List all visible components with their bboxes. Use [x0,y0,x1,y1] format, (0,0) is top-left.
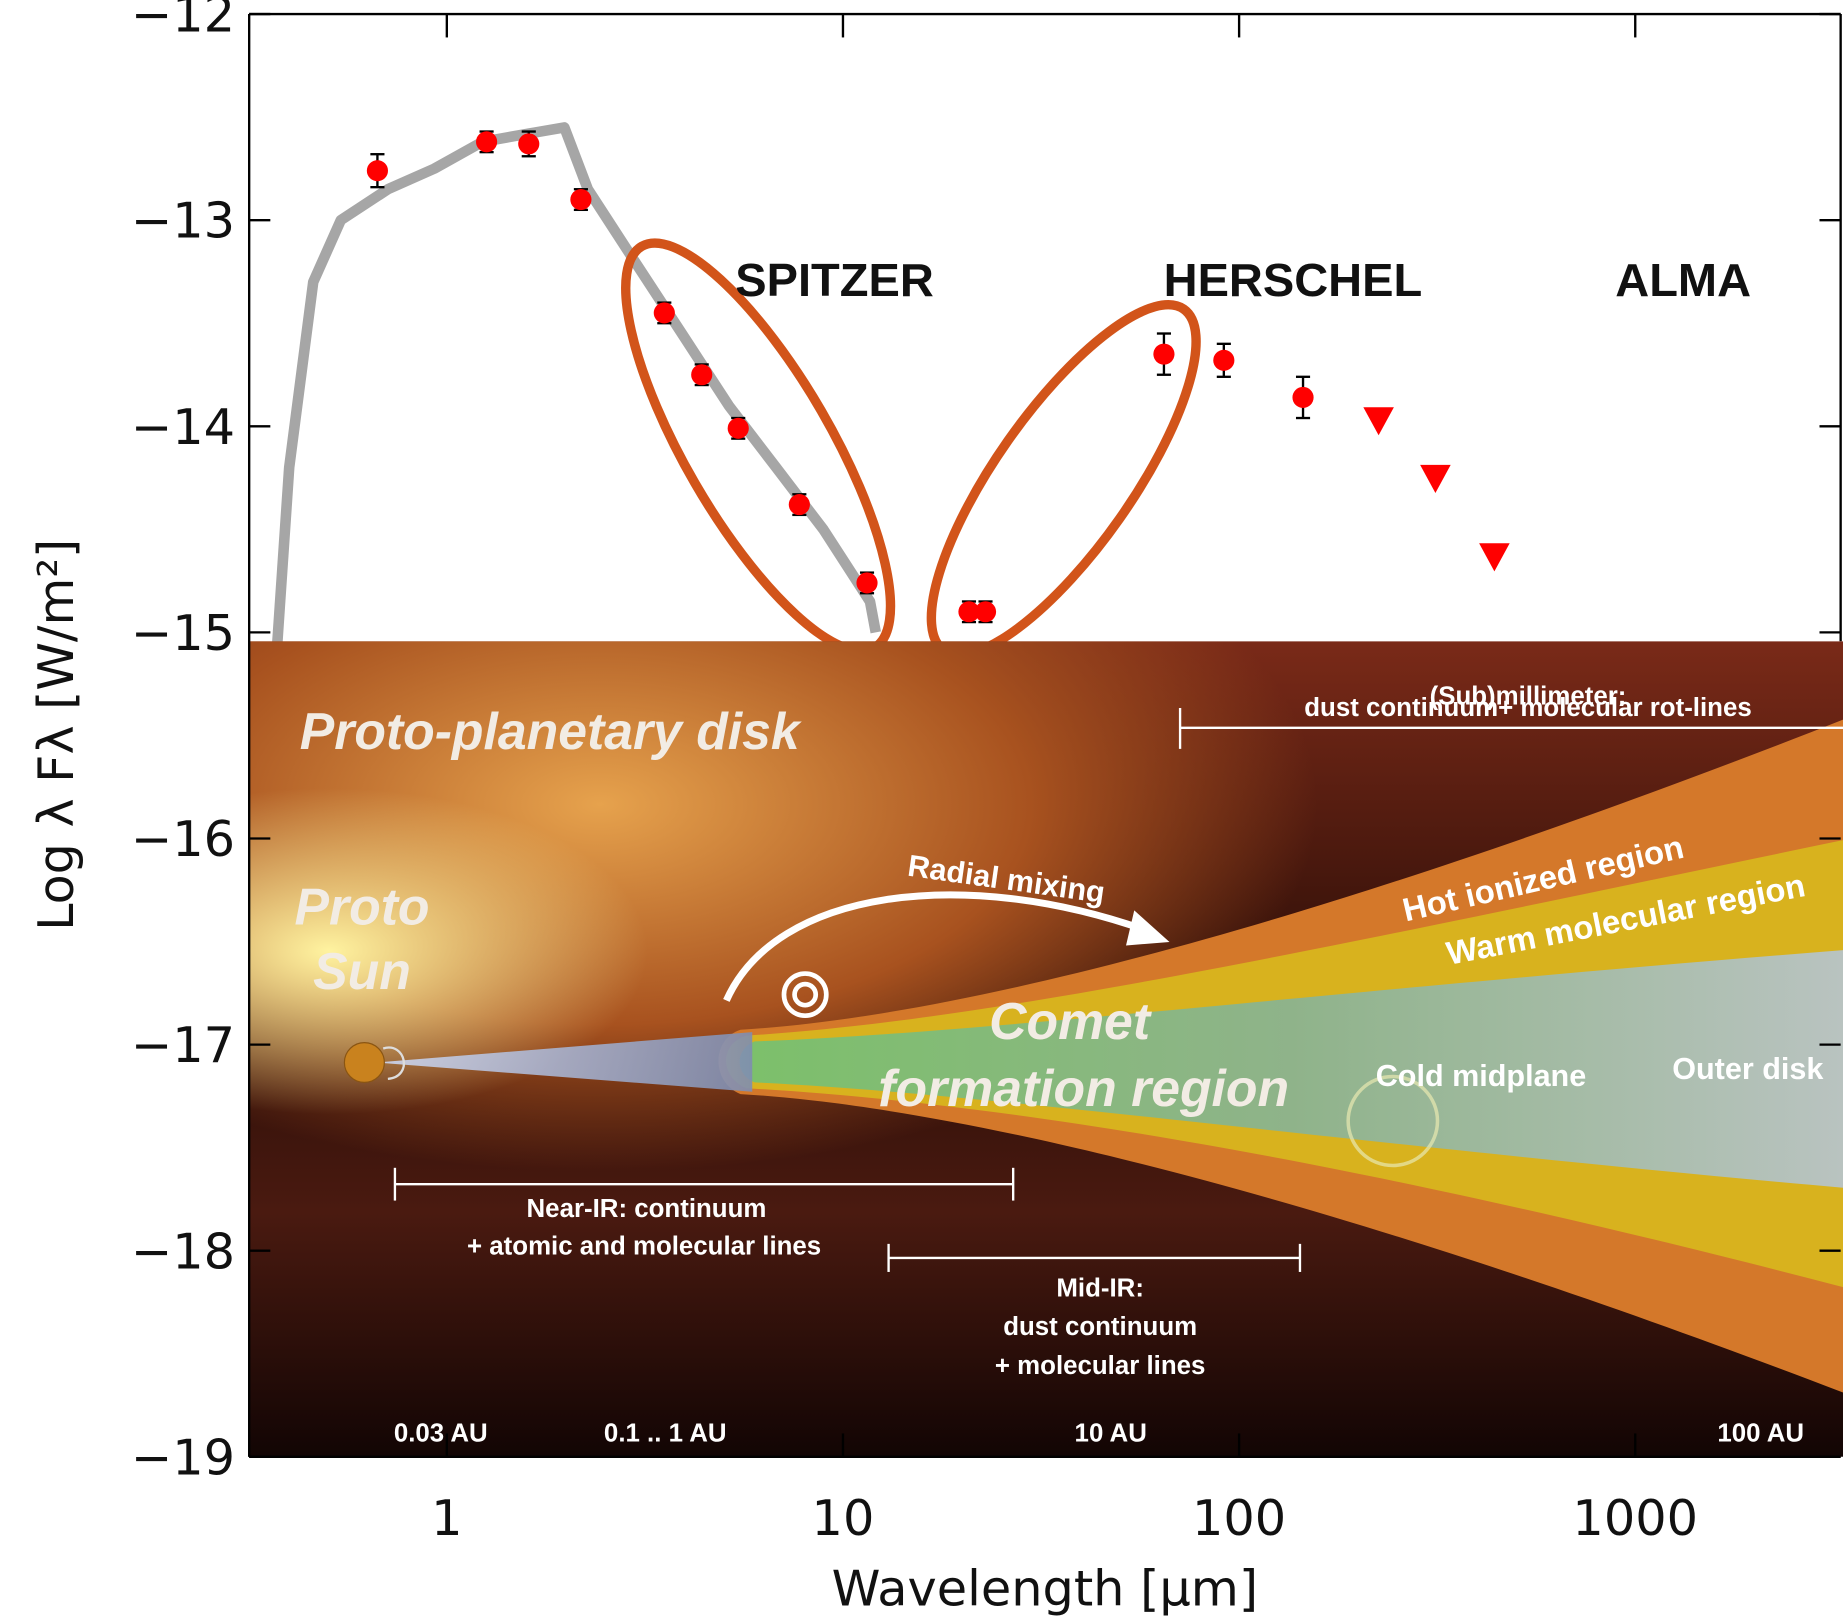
upper-limit [1479,543,1510,571]
data-point [691,364,712,385]
upper-limit [1363,407,1394,435]
data-point [975,601,996,622]
y-tick-label: −16 [131,810,235,868]
data-point [789,494,810,515]
outer-label: Outer disk [1672,1052,1823,1086]
figure: SPITZER HERSCHEL ALMA Proto-planetary disk… [0,0,1843,1623]
data-point [1153,344,1174,365]
proto-sun-label: Proto [295,878,430,936]
x-tick-label: 100 [1192,1489,1286,1547]
submm-label: dust continuum+ molecular rot-lines [1304,694,1751,722]
instrument-label: SPITZER [735,254,934,306]
data-point [728,418,749,439]
page: SPITZER HERSCHEL ALMA Proto-planetary disk… [0,0,1843,1623]
data-point [476,131,497,152]
y-tick-label: −18 [131,1222,235,1280]
y-tick-label: −15 [131,604,235,662]
x-tick-label: 1000 [1572,1489,1698,1547]
y-tick-label: −17 [131,1016,235,1074]
y-tick-label: −12 [131,0,235,44]
proto-sun [344,1043,384,1083]
data-point [367,160,388,181]
y-tick-label: −14 [131,398,235,456]
cold-label: Cold midplane [1376,1059,1586,1093]
x-axis-label: Wavelength [μm] [832,1560,1259,1618]
proto-sun-label: Sun [313,942,411,1000]
near-ir-label: + atomic and molecular lines [467,1232,821,1260]
data-point [1292,387,1313,408]
mid-ir-label: Mid-IR: [1056,1275,1144,1303]
y-axis-label: Log λ Fλ [W/m²] [27,539,85,931]
instrument-label: HERSCHEL [1164,254,1423,306]
x-tick-label: 10 [812,1489,875,1547]
data-point [654,302,675,323]
scale-label: 10 AU [1075,1420,1147,1448]
instrument-label: ALMA [1615,254,1751,306]
highlight-ellipse [888,270,1240,689]
comet-label: formation region [878,1059,1289,1117]
mid-ir-label: + molecular lines [995,1352,1206,1380]
diagram-title: Proto-planetary disk [300,702,802,760]
data-point [856,572,877,593]
upper-limit [1420,465,1451,493]
data-point [570,189,591,210]
x-tick-label: 1 [431,1489,462,1547]
mid-ir-label: dust continuum [1003,1313,1197,1341]
scale-label: 0.1 .. 1 AU [604,1420,727,1448]
scale-label: 0.03 AU [394,1420,488,1448]
y-tick-label: −19 [131,1428,235,1486]
data-point [1213,350,1234,371]
data-point [518,133,539,154]
disk-diagram: Proto-planetary disk Proto Sun Radial mi… [249,641,1843,1457]
scale-label: 100 AU [1717,1420,1804,1448]
y-tick-label: −13 [131,192,235,250]
comet-label: Comet [989,992,1152,1050]
near-ir-label: Near-IR: continuum [527,1195,767,1223]
